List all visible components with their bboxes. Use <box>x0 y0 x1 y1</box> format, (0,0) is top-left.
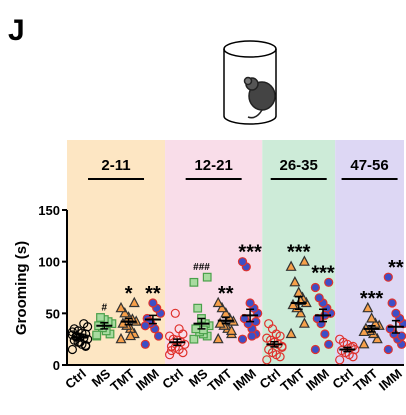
group-label: 12-21 <box>194 157 232 174</box>
data-point <box>325 340 333 348</box>
x-tick-label: TMT <box>278 366 308 395</box>
y-tick-label: 50 <box>46 306 60 321</box>
x-tick-label: IMM <box>133 366 162 394</box>
data-point <box>203 273 211 281</box>
mouse-cylinder-icon <box>224 41 276 124</box>
significance-label: ** <box>145 283 161 305</box>
x-tick-label: TMT <box>205 366 235 395</box>
data-point <box>190 335 198 343</box>
chart: J Grooming (s) 2-11 12-21 26-35 47-56 0 50 100… <box>0 0 406 415</box>
data-point <box>321 330 329 338</box>
significance-label: ** <box>218 283 234 305</box>
x-tick-label: IMM <box>376 366 405 394</box>
data-point <box>194 304 202 312</box>
data-point <box>315 294 323 302</box>
data-point <box>239 335 247 343</box>
y-tick-label: 0 <box>53 358 60 373</box>
y-axis-label: Grooming (s) <box>13 241 30 335</box>
significance-label: ### <box>193 262 210 273</box>
data-point <box>246 299 254 307</box>
group-label: 26-35 <box>280 157 318 174</box>
x-tick-label: IMM <box>303 366 332 394</box>
y-tick-label: 100 <box>38 255 60 270</box>
data-point <box>141 340 149 348</box>
significance-label: *** <box>311 262 335 284</box>
x-tick-label: Ctrl <box>329 366 356 392</box>
data-point <box>93 331 101 339</box>
panel-label: J <box>8 14 25 47</box>
significance-label: * <box>125 283 133 305</box>
x-tick-label: TMT <box>350 366 380 395</box>
x-tick-label: Ctrl <box>159 366 186 392</box>
data-point <box>311 346 319 354</box>
data-point <box>190 279 198 287</box>
data-point <box>388 299 396 307</box>
x-tick-label: Ctrl <box>257 366 284 392</box>
data-point <box>311 284 319 292</box>
group-label: 2-11 <box>101 157 130 174</box>
data-point <box>392 309 400 317</box>
significance-label: *** <box>238 242 262 264</box>
data-point <box>384 346 392 354</box>
x-tick-label: TMT <box>107 366 137 395</box>
group-label: 47-56 <box>350 157 388 174</box>
significance-label: *** <box>360 288 384 310</box>
data-point <box>141 322 149 330</box>
data-point <box>97 314 105 322</box>
significance-label: # <box>102 302 108 313</box>
data-point <box>248 332 256 340</box>
y-tick-label: 150 <box>38 203 60 218</box>
significance-label: ** <box>388 257 404 279</box>
significance-label: *** <box>287 242 311 264</box>
x-tick-label: Ctrl <box>62 366 89 392</box>
x-tick-label: IMM <box>230 366 259 394</box>
data-point <box>200 326 208 334</box>
